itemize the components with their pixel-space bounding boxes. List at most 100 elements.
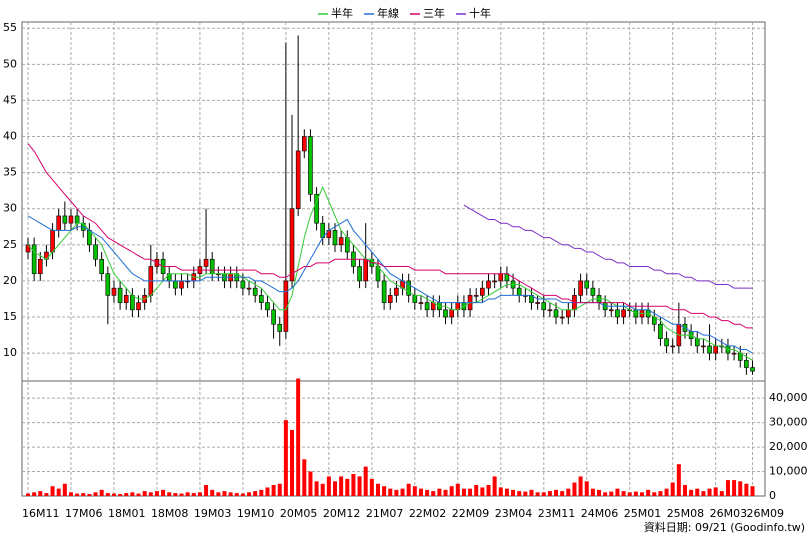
volume-bar: [105, 493, 110, 496]
x-tick-label: 26M03: [710, 507, 748, 520]
candle-body: [99, 258, 104, 275]
volume-bar: [713, 487, 718, 496]
candle-body: [492, 280, 497, 283]
volume-bar: [468, 488, 473, 496]
volume-bar: [517, 491, 522, 496]
x-tick-label: 18M01: [108, 507, 145, 520]
volume-bar: [560, 491, 565, 496]
volume-bar: [603, 492, 608, 496]
y2-tick-label: 30,000: [769, 416, 808, 429]
y-tick-label: 55: [3, 21, 17, 34]
volume-bar: [541, 492, 546, 496]
volume-bar: [357, 476, 362, 496]
candle-body: [173, 280, 178, 289]
candle-body: [289, 208, 295, 282]
volume-bar: [425, 489, 430, 496]
volume-bar: [701, 491, 706, 496]
volume-bar: [130, 492, 135, 496]
y2-tick-label: 40,000: [769, 391, 808, 404]
candle-body: [608, 309, 614, 312]
candle-body: [74, 215, 80, 224]
candle-body: [271, 309, 276, 325]
volume-bar: [437, 488, 442, 496]
volume-bar: [197, 492, 202, 496]
candle-body: [50, 230, 55, 253]
volume-bar: [744, 483, 749, 496]
volume-bar: [486, 484, 491, 496]
volume-bar: [167, 492, 172, 496]
x-tick-label: 19M10: [237, 507, 275, 520]
volume-bar: [664, 488, 669, 496]
candle-body: [105, 273, 111, 296]
candle-body: [363, 258, 369, 282]
volume-bar: [480, 487, 485, 496]
y-tick-label: 50: [3, 57, 17, 70]
volume-bar: [652, 492, 657, 496]
volume-bar: [320, 483, 325, 496]
volume-bar: [265, 487, 270, 496]
volume-bar: [234, 493, 239, 496]
volume-bar: [406, 483, 411, 496]
volume-bar: [412, 486, 417, 496]
volume-bar: [32, 492, 37, 496]
volume-bar: [455, 483, 460, 496]
volume-bar: [87, 494, 92, 496]
candle-body: [357, 266, 362, 282]
volume-bar: [277, 483, 282, 496]
volume-bar: [210, 489, 215, 496]
candle-body: [694, 338, 700, 347]
candle-body: [498, 273, 504, 282]
candle-body: [246, 287, 252, 290]
x-tick-label: 24M06: [581, 507, 619, 520]
candle-body: [559, 316, 565, 319]
volume-bar: [339, 476, 344, 496]
volume-bar: [56, 488, 61, 496]
volume-bar: [191, 493, 196, 496]
candle-body: [338, 237, 344, 246]
volume-bar: [75, 493, 80, 496]
candle-body: [31, 244, 37, 275]
ma-line: [27, 185, 753, 361]
candle-body: [713, 345, 718, 354]
volume-bar: [259, 489, 264, 496]
candle-body: [541, 302, 547, 311]
x-tick-label: 26M09: [747, 507, 785, 520]
volume-bar: [271, 484, 276, 496]
candle-body: [707, 345, 712, 354]
volume-bar: [247, 492, 252, 496]
candle-body: [277, 323, 283, 332]
candle-body: [265, 302, 270, 311]
volume-bar: [314, 481, 319, 496]
volume-bar: [345, 478, 350, 496]
volume-bar: [566, 488, 571, 496]
candle-body: [424, 302, 430, 311]
volume-bar: [240, 493, 245, 496]
volume-bar: [185, 492, 190, 496]
legend-label: 三年: [423, 6, 445, 20]
candle-body: [387, 295, 393, 303]
volume-bar: [584, 481, 589, 496]
volume-bar: [173, 493, 178, 496]
y-tick-label: 20: [3, 274, 17, 287]
volume-bar: [725, 480, 730, 496]
volume-bar: [216, 492, 221, 496]
volume-bar: [670, 482, 675, 496]
candle-body: [68, 215, 74, 224]
volume-bar: [658, 491, 663, 496]
volume-bar: [738, 481, 743, 496]
candle-body: [130, 295, 135, 311]
candle-body: [449, 309, 454, 318]
volume-bar: [461, 488, 466, 496]
x-tick-label: 19M03: [194, 507, 232, 520]
volume-bar: [707, 488, 712, 496]
volume-bar: [382, 486, 387, 496]
volume-bar: [689, 489, 694, 496]
candle-body: [744, 360, 749, 368]
volume-bar: [633, 491, 638, 496]
candle-body: [179, 280, 184, 289]
volume-bar: [375, 483, 380, 496]
volume-bar: [142, 491, 147, 496]
volume-bar: [400, 488, 405, 496]
candle-body: [731, 352, 737, 355]
